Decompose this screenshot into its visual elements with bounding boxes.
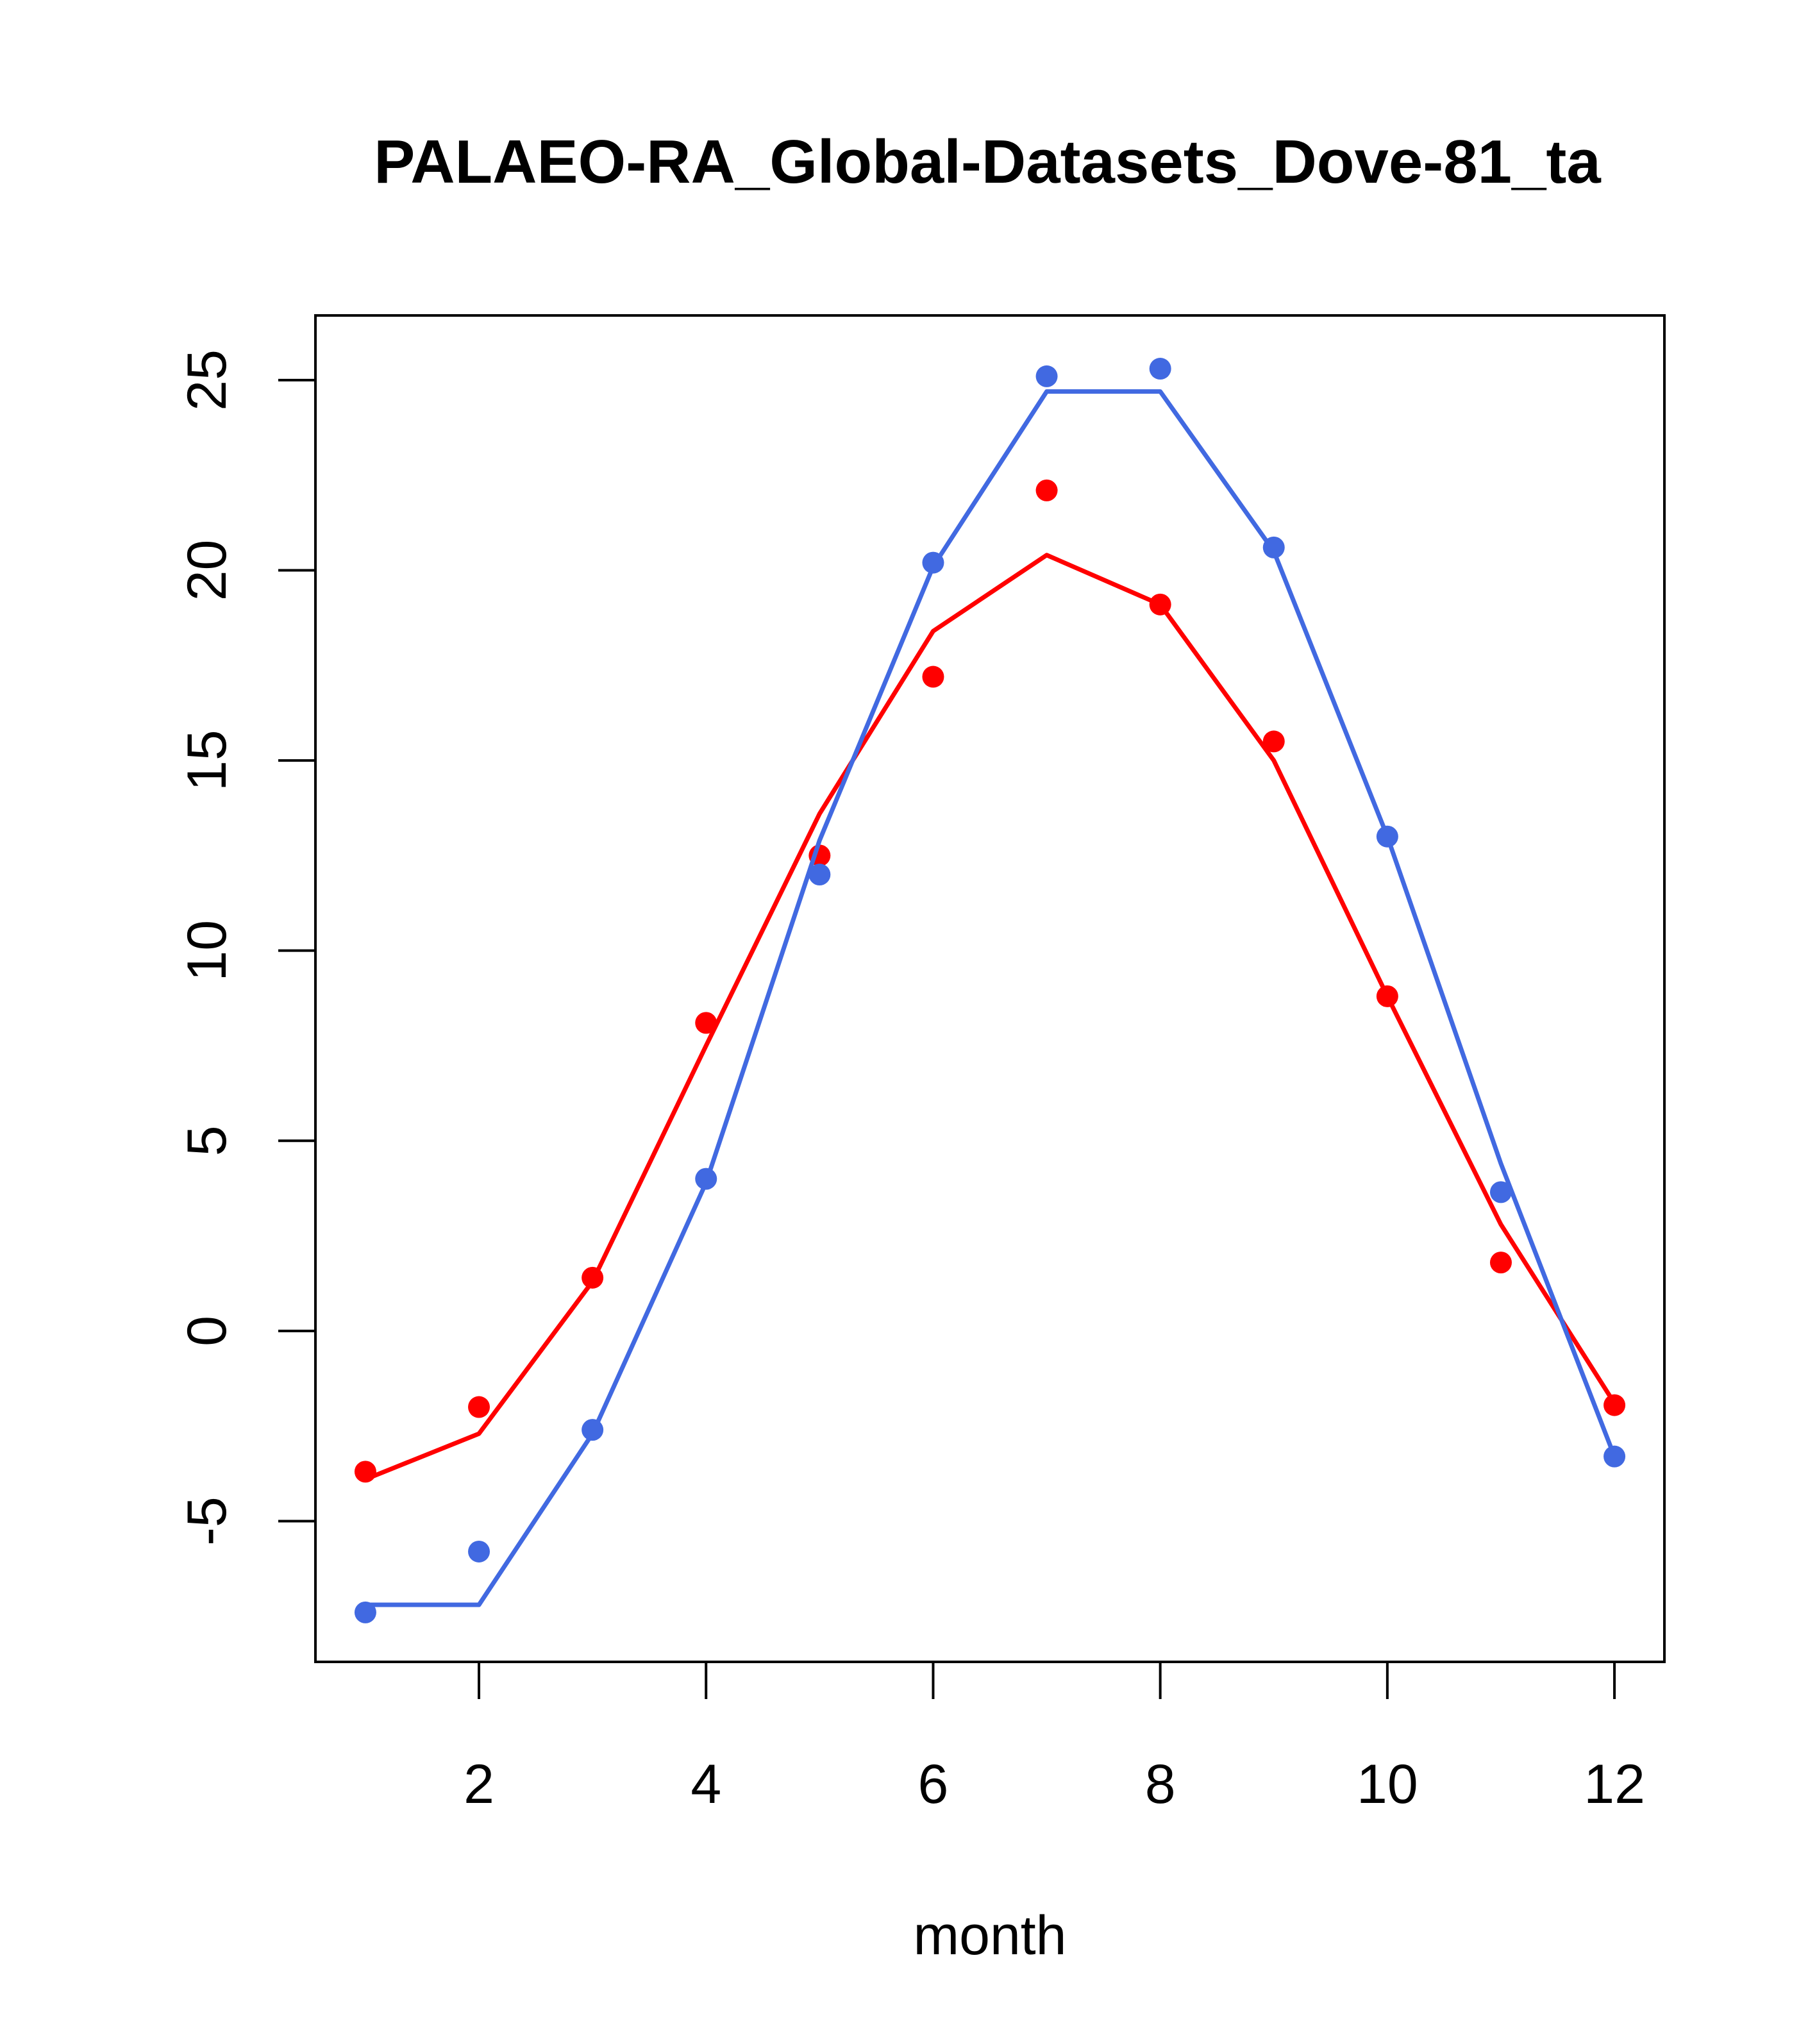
data-point	[1149, 358, 1171, 380]
data-point	[1262, 536, 1285, 558]
data-point	[922, 666, 944, 688]
y-tick-label: 10	[176, 920, 238, 982]
x-tick-label: 12	[1584, 1754, 1645, 1815]
data-point	[695, 1012, 717, 1034]
x-axis-title: month	[913, 1905, 1066, 1966]
data-point	[582, 1419, 604, 1441]
data-point	[582, 1266, 604, 1289]
data-point	[808, 864, 831, 886]
data-point	[1376, 985, 1398, 1007]
y-tick-label: 15	[176, 730, 238, 791]
series-2	[354, 358, 1626, 1623]
y-tick-label: 5	[176, 1125, 238, 1156]
x-tick-label: 6	[918, 1754, 949, 1815]
x-tick-label: 4	[691, 1754, 721, 1815]
data-point	[1489, 1252, 1512, 1274]
y-tick-label: 0	[176, 1316, 238, 1346]
series-1	[354, 479, 1626, 1483]
y-axis: -5 0 5 10 15 20 25	[176, 349, 317, 1546]
data-point	[695, 1168, 717, 1190]
x-tick-label: 10	[1357, 1754, 1418, 1815]
data-point	[468, 1396, 490, 1418]
data-point	[1262, 730, 1285, 753]
data-point	[1149, 593, 1171, 616]
data-point	[1489, 1181, 1512, 1203]
plot-frame	[314, 314, 1666, 1663]
data-point	[1035, 479, 1058, 501]
x-axis: 2 4 6 8 10 12	[464, 1661, 1645, 1815]
x-tick-label: 2	[464, 1754, 494, 1815]
y-tick-label: 25	[176, 349, 238, 411]
data-point	[354, 1601, 376, 1623]
y-tick-label: 20	[176, 540, 238, 601]
series-line	[365, 389, 1617, 1607]
chart-title: PALAEO-RA_Global-Datasets_Dove-81_ta	[374, 128, 1601, 196]
data-point	[1603, 1394, 1626, 1416]
data-point	[1035, 365, 1058, 387]
data-point	[354, 1461, 376, 1483]
data-point	[1603, 1445, 1626, 1468]
x-tick-label: 8	[1145, 1754, 1176, 1815]
series-layer	[354, 358, 1626, 1623]
data-point	[468, 1540, 490, 1562]
data-point	[922, 551, 944, 574]
series-line	[364, 553, 1617, 1482]
data-point	[1376, 825, 1398, 848]
y-tick-label: -5	[176, 1496, 238, 1545]
